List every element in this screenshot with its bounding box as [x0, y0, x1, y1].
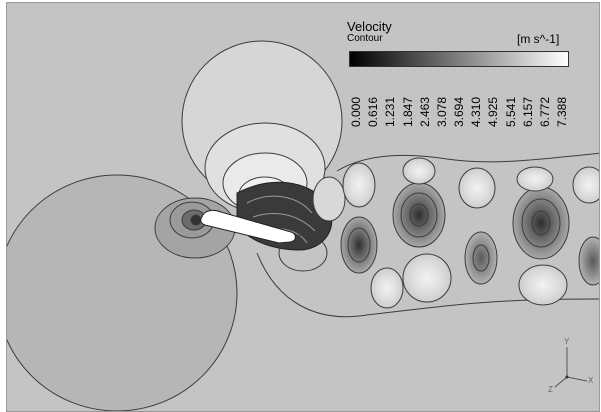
vortex-cell: [402, 157, 436, 185]
legend-tick-label: 0.616: [366, 96, 381, 127]
legend-tick-label: 1.847: [400, 96, 415, 127]
vortex-cell: [572, 166, 599, 204]
legend-title: Velocity: [347, 19, 392, 34]
vortex-cell: [578, 236, 599, 286]
vortex-cell: [472, 244, 490, 272]
wake-envelope: [336, 152, 599, 172]
vortex-cell: [400, 192, 438, 238]
legend-tick-label: 3.694: [452, 96, 466, 127]
legend-tick-label: 6.157: [520, 96, 535, 127]
legend-tick-label: 0.000: [349, 96, 363, 127]
legend-tick-label: 4.925: [486, 96, 501, 127]
airfoil: [200, 209, 296, 244]
legend-tick-labels: 0.000 0.616 1.231 1.847 2.463 3.078 3.694 4.310…: [349, 69, 569, 129]
vortex-cell: [464, 231, 498, 285]
vortex-cell: [370, 267, 404, 309]
legend-tick-label: 7.388: [555, 96, 569, 127]
vortex-cell: [518, 264, 568, 306]
legend-tick-label: 1.231: [383, 96, 398, 127]
vortex-cell: [521, 198, 561, 248]
vortex-cell: [402, 253, 452, 303]
legend-tick-label: 5.541: [503, 96, 518, 127]
vortex-cell: [512, 186, 570, 260]
stagnation-contour: [190, 214, 202, 226]
wake-contour: [312, 176, 346, 222]
axis-triad: Y X Z: [545, 337, 595, 397]
velocity-contour-plot: Velocity Contour [m s^-1] 0.000 0.616 1.23…: [6, 2, 600, 412]
legend-tick-label: 4.310: [469, 96, 484, 127]
vortex-cell: [516, 166, 554, 192]
vortex-cell: [409, 203, 429, 227]
vortex-cell: [347, 227, 371, 263]
vortex-cell: [531, 210, 551, 236]
axis-z-label: Z: [548, 385, 553, 394]
vortex-cell: [340, 216, 378, 274]
axis-x-label: X: [588, 376, 594, 385]
axis-y-label: Y: [564, 337, 570, 346]
wake-contour: [278, 234, 328, 272]
vortex-cell: [458, 167, 496, 209]
legend-units: [m s^-1]: [517, 32, 560, 46]
legend-tick-label: 2.463: [417, 96, 432, 127]
contour-field: [7, 40, 599, 411]
legend-colorbar: [349, 51, 569, 67]
legend-subtitle: Contour: [347, 33, 383, 44]
axis-triad-icon: [554, 347, 588, 388]
legend-tick-label: 6.772: [537, 96, 552, 127]
legend-tick-label: 3.078: [434, 96, 449, 127]
vortex-cell: [342, 162, 376, 208]
